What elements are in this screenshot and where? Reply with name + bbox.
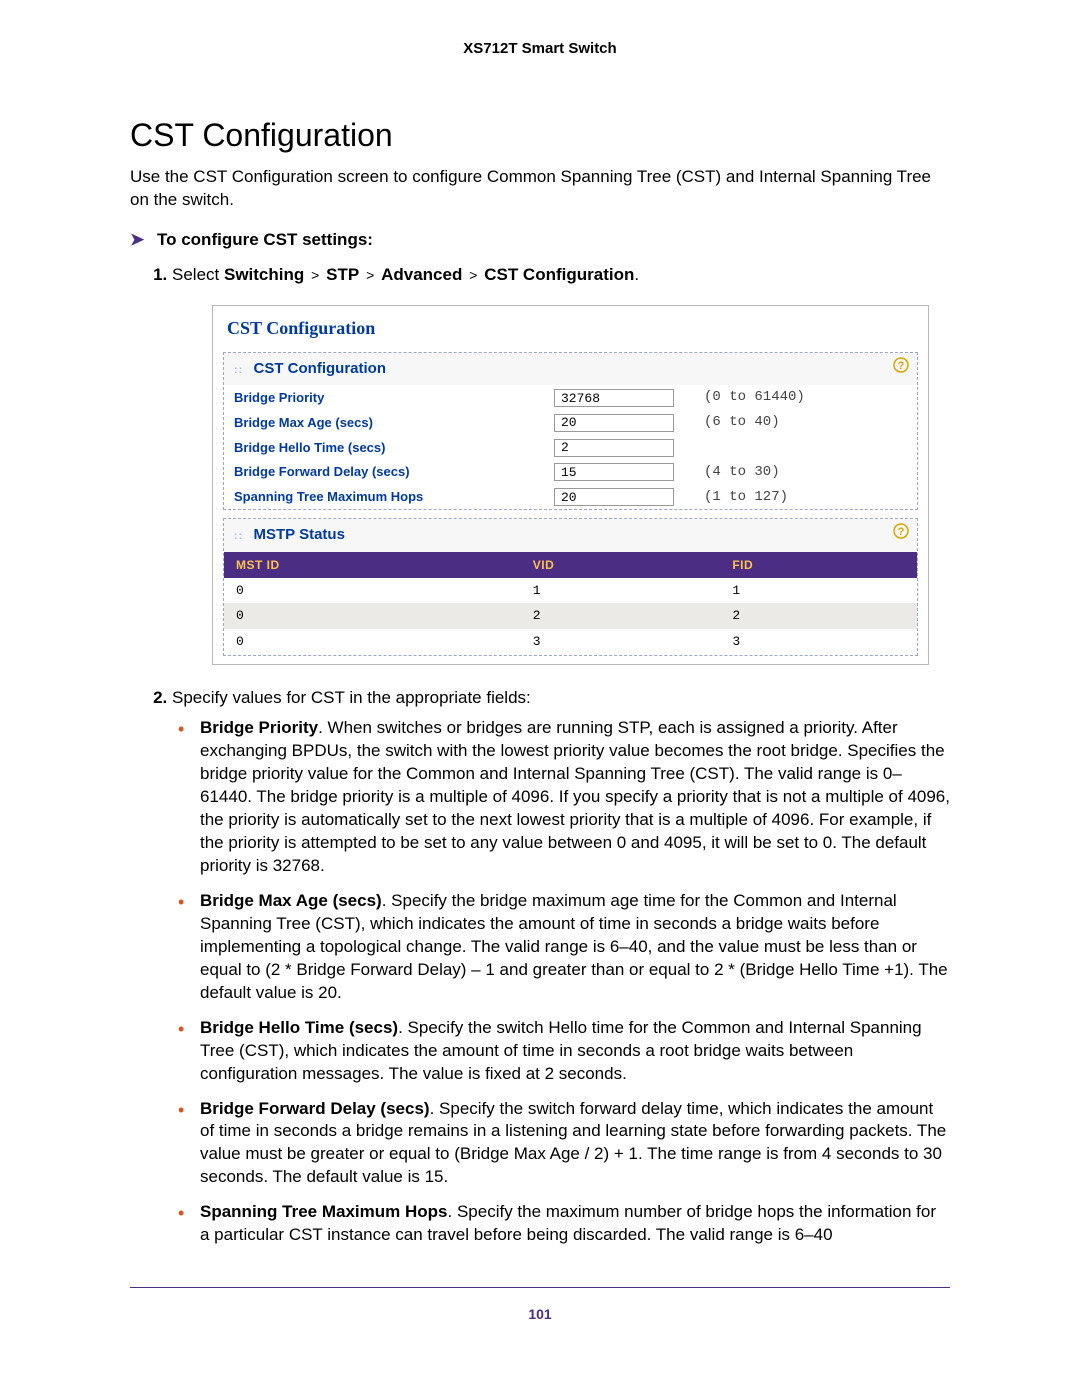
footer-rule: [130, 1287, 950, 1288]
chevron-icon: ➤: [130, 230, 144, 249]
table-row: 0 2 2: [224, 603, 917, 629]
mstp-subpanel: :: MSTP Status ? MST ID VID FID: [223, 518, 918, 655]
step-2: Specify values for CST in the appropriat…: [172, 687, 950, 1248]
bullet-item: Bridge Forward Delay (secs). Specify the…: [172, 1098, 950, 1190]
mstp-col-vid: VID: [521, 552, 721, 578]
mstp-cell: 2: [720, 603, 917, 629]
gt-icon: >: [467, 269, 479, 285]
bullet-item: Bridge Priority. When switches or bridge…: [172, 717, 950, 878]
page-number: 101: [130, 1306, 950, 1322]
config-row: Spanning Tree Maximum Hops (1 to 127): [224, 485, 917, 510]
step-1: Select Switching > STP > Advanced > CST …: [172, 264, 950, 665]
bullet-term: Spanning Tree Maximum Hops: [200, 1202, 448, 1221]
procedure-heading: ➤ To configure CST settings:: [130, 230, 950, 250]
bridge-max-age-input[interactable]: [554, 414, 674, 432]
step1-prefix: Select: [172, 265, 224, 284]
config-label: Bridge Max Age (secs): [234, 414, 554, 432]
bridge-hello-time-input[interactable]: [554, 439, 674, 457]
step2-intro: Specify values for CST in the appropriat…: [172, 688, 531, 707]
grip-icon: ::: [234, 530, 243, 542]
svg-text:?: ?: [898, 526, 905, 538]
mstp-subpanel-title: MSTP Status: [254, 526, 345, 543]
bullet-item: Spanning Tree Maximum Hops. Specify the …: [172, 1201, 950, 1247]
config-row: Bridge Max Age (secs) (6 to 40): [224, 410, 917, 435]
config-label: Bridge Priority: [234, 389, 554, 407]
bullet-term: Bridge Forward Delay (secs): [200, 1099, 430, 1118]
grip-icon: ::: [234, 364, 243, 376]
cst-subpanel-title: CST Configuration: [254, 360, 386, 377]
step1-a: Switching: [224, 265, 304, 284]
mstp-cell: 3: [521, 629, 721, 655]
mstp-cell: 1: [720, 578, 917, 604]
bullet-term: Bridge Priority: [200, 718, 318, 737]
bullet-term: Bridge Max Age (secs): [200, 891, 382, 910]
bullet-text: . When switches or bridges are running S…: [200, 718, 950, 875]
bullet-item: Bridge Max Age (secs). Specify the bridg…: [172, 890, 950, 1005]
step1-suffix: .: [634, 265, 639, 284]
mstp-col-fid: FID: [720, 552, 917, 578]
help-icon[interactable]: ?: [893, 523, 909, 539]
step1-d: CST Configuration: [484, 265, 634, 284]
config-label: Spanning Tree Maximum Hops: [234, 488, 554, 506]
config-row: Bridge Forward Delay (secs) (4 to 30): [224, 460, 917, 485]
mstp-cell: 0: [224, 603, 521, 629]
gt-icon: >: [364, 269, 376, 285]
config-label: Bridge Hello Time (secs): [234, 439, 554, 457]
section-title: CST Configuration: [130, 117, 950, 154]
config-range: (6 to 40): [704, 413, 780, 432]
bullet-list: Bridge Priority. When switches or bridge…: [172, 717, 950, 1247]
intro-text: Use the CST Configuration screen to conf…: [130, 166, 950, 212]
config-range: (0 to 61440): [704, 388, 805, 407]
mstp-cell: 2: [521, 603, 721, 629]
help-icon[interactable]: ?: [893, 357, 909, 373]
config-row: Bridge Hello Time (secs): [224, 435, 917, 460]
config-row: Bridge Priority (0 to 61440): [224, 385, 917, 410]
mstp-subpanel-header: :: MSTP Status ?: [224, 519, 917, 551]
bullet-term: Bridge Hello Time (secs): [200, 1018, 398, 1037]
mstp-cell: 1: [521, 578, 721, 604]
cst-subpanel-header: :: CST Configuration ?: [224, 353, 917, 385]
table-row: 0 1 1: [224, 578, 917, 604]
panel-title: CST Configuration: [213, 306, 928, 344]
config-range: (1 to 127): [704, 488, 788, 507]
procedure-title: To configure CST settings:: [157, 230, 373, 249]
mstp-cell: 0: [224, 629, 521, 655]
gt-icon: >: [309, 269, 321, 285]
step1-c: Advanced: [381, 265, 462, 284]
mstp-col-id: MST ID: [224, 552, 521, 578]
doc-header: XS712T Smart Switch: [130, 40, 950, 57]
mstp-cell: 0: [224, 578, 521, 604]
spanning-tree-max-hops-input[interactable]: [554, 488, 674, 506]
config-range: (4 to 30): [704, 463, 780, 482]
bullet-item: Bridge Hello Time (secs). Specify the sw…: [172, 1017, 950, 1086]
svg-text:?: ?: [898, 360, 905, 372]
bridge-forward-delay-input[interactable]: [554, 463, 674, 481]
bridge-priority-input[interactable]: [554, 389, 674, 407]
table-row: 0 3 3: [224, 629, 917, 655]
step1-b: STP: [326, 265, 359, 284]
config-label: Bridge Forward Delay (secs): [234, 463, 554, 481]
cst-subpanel: :: CST Configuration ? Bridge Priority (…: [223, 352, 918, 510]
mstp-table: MST ID VID FID 0 1 1: [224, 552, 917, 655]
mstp-cell: 3: [720, 629, 917, 655]
cst-panel: CST Configuration :: CST Configuration ?…: [212, 305, 929, 665]
